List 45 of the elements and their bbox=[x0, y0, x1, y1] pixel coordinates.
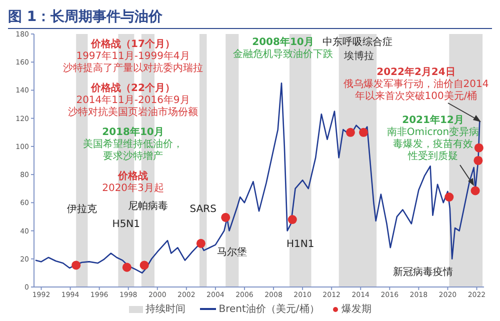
band-label: 伊拉克 bbox=[66, 204, 97, 216]
annotation: 2014年11月-2016年9月 bbox=[76, 95, 190, 106]
point bbox=[196, 238, 206, 248]
annotation: 美国希望维持低油价， bbox=[83, 139, 183, 150]
point bbox=[346, 128, 355, 137]
band-label: 马尔堡 bbox=[217, 247, 248, 259]
band-label: H5N1 bbox=[112, 219, 140, 231]
annotation: 南非Omicron变异病 bbox=[386, 127, 480, 138]
legend-label: 爆发期 bbox=[340, 302, 372, 316]
annotation: 沙特提高了产量以对抗委内瑞拉 bbox=[63, 63, 203, 75]
annotation: 2018年10月 bbox=[102, 127, 164, 138]
band-label: 新冠病毒疫情 bbox=[392, 267, 453, 279]
band-label: 中东呼吸综合症 bbox=[322, 37, 393, 48]
point bbox=[474, 143, 484, 152]
annotation: 价格战（22个月） bbox=[91, 83, 175, 95]
annotation: 毒爆发，疫苗有效 bbox=[393, 139, 473, 150]
band-label: H1N1 bbox=[286, 239, 314, 251]
point bbox=[470, 186, 480, 196]
annotation: 2020年3月起 bbox=[102, 183, 164, 195]
annotation: 性受到质疑 bbox=[408, 151, 458, 163]
annotation: 要求沙特增产 bbox=[103, 151, 163, 163]
annotation: 金融危机导致油价下跌 bbox=[233, 49, 333, 61]
annotation: 埃博拉 bbox=[344, 51, 374, 63]
point bbox=[359, 128, 368, 137]
band-label: SARS bbox=[190, 204, 216, 216]
chart-title: 图 1：长周期事件与油价 bbox=[8, 8, 492, 29]
point bbox=[474, 156, 483, 166]
point bbox=[288, 215, 297, 224]
band-label: 尼帕病毒 bbox=[128, 201, 168, 213]
annotation: 2022年2月24日 bbox=[376, 67, 456, 78]
point bbox=[72, 260, 81, 270]
annotation: 价格战 bbox=[118, 171, 148, 183]
annotation: 价格战（17个月） bbox=[91, 39, 175, 51]
annotation: 俄乌爆发军事行动，油价自2014 bbox=[343, 79, 489, 90]
annotation: 沙特对抗美国页岩油市场份额 bbox=[68, 107, 198, 119]
annotation: 1997年11月-1999年4月 bbox=[76, 51, 190, 62]
legend-label: Brent油价（美元/桶） bbox=[218, 302, 320, 316]
point bbox=[140, 260, 149, 270]
text: 持续时间 bbox=[144, 302, 186, 316]
annotation: 2008年10月 bbox=[252, 37, 314, 48]
point bbox=[122, 262, 132, 272]
point bbox=[444, 192, 454, 202]
point bbox=[221, 212, 230, 222]
annotation: 2021年12月 bbox=[402, 115, 464, 126]
annotation: 年以来首次突破100美元/桶 bbox=[354, 91, 478, 103]
